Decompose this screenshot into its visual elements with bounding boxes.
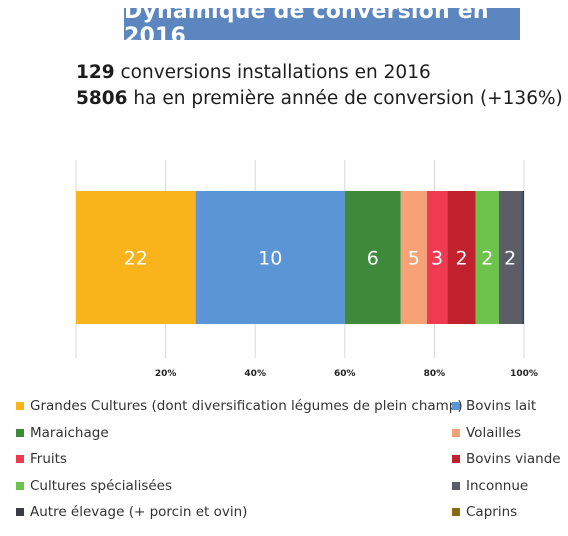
legend-label: Grandes Cultures (dont diversification l… <box>30 398 463 414</box>
legend-item: Maraichage <box>16 425 109 441</box>
bar-segment-8 <box>498 191 522 324</box>
segment-labels: 22 10 6 5 3 2 2 2 <box>124 248 516 270</box>
segment-label-3: 6 <box>367 248 379 270</box>
legend-label: Volailles <box>466 424 522 441</box>
bar-segment-4 <box>400 191 427 324</box>
bar-segment-3 <box>344 191 401 324</box>
bar-segment-9 <box>521 191 523 324</box>
legend-row: Cultures spécialisées Inconnue <box>10 478 558 505</box>
stacked-bar-chart: 22 10 6 5 3 2 2 2 20% 40% 60% 80% 100% <box>75 160 538 379</box>
legend-label: Cultures spécialisées <box>30 477 173 494</box>
subtitle-line-2: 5806 ha en première année de conversion … <box>76 86 563 112</box>
legend-item: Autre élevage (+ porcin et ovin) <box>16 504 247 520</box>
legend-row: Fruits Bovins viande <box>10 451 561 478</box>
legend-item: Caprins <box>452 504 517 520</box>
legend-label: Maraichage <box>30 424 109 441</box>
legend-item: Fruits <box>16 451 67 467</box>
hectares-count: 5806 <box>76 88 128 109</box>
segment-label-7: 2 <box>481 248 493 270</box>
legend-swatch <box>16 481 24 490</box>
conversions-count: 129 <box>76 62 115 83</box>
legend-swatch <box>16 402 24 410</box>
legend-swatch <box>452 508 460 517</box>
chart-title-text: Dynamique de conversion en 2016 <box>124 0 489 49</box>
segment-label-5: 3 <box>431 248 443 270</box>
legend-item: Cultures spécialisées <box>16 478 172 494</box>
legend-row: Autre élevage (+ porcin et ovin) Caprins <box>10 504 558 531</box>
legend-label: Inconnue <box>466 477 529 494</box>
bar-segments <box>76 191 524 324</box>
legend-swatch <box>452 455 460 464</box>
legend-item: Volailles <box>452 425 521 441</box>
legend-item: Bovins lait <box>452 398 536 414</box>
x-tick-label-100: 100% <box>510 369 538 379</box>
segment-label-6: 2 <box>455 248 467 270</box>
chart-legend: Grandes Cultures (dont diversification l… <box>10 398 561 531</box>
x-tick-label-80: 80% <box>424 369 446 379</box>
legend-label: Bovins lait <box>466 398 537 414</box>
legend-label: Bovins viande <box>466 451 561 468</box>
legend-item: Bovins viande <box>452 451 561 467</box>
bar-segment-6 <box>447 191 476 324</box>
bar-segment-10 <box>522 191 524 324</box>
legend-label: Caprins <box>466 504 518 521</box>
legend-swatch <box>16 428 24 437</box>
segment-label-4: 5 <box>408 248 420 270</box>
x-tick-label-40: 40% <box>244 369 266 379</box>
legend-swatch <box>452 428 460 437</box>
legend-item: Inconnue <box>452 478 528 494</box>
chart-title: Dynamique de conversion en 2016 <box>124 0 520 49</box>
x-axis-ticks: 20% 40% 60% 80% 100% <box>155 369 538 379</box>
legend-label: Autre élevage (+ porcin et ovin) <box>30 504 248 521</box>
bar-segment-1 <box>76 191 196 324</box>
hectares-text: ha en première année de conversion (+136… <box>133 88 563 109</box>
x-tick-label-60: 60% <box>334 369 356 379</box>
legend-swatch <box>16 455 24 464</box>
conversions-text: conversions installations en 2016 <box>120 62 431 83</box>
legend-swatch <box>16 508 24 517</box>
legend-swatch <box>452 402 460 410</box>
bar-segment-7 <box>475 191 499 324</box>
subtitle-line-1: 129 conversions installations en 2016 <box>76 60 563 86</box>
legend-row: Maraichage Volailles <box>10 425 558 452</box>
legend-label: Fruits <box>30 451 67 468</box>
segment-label-8: 2 <box>504 248 516 270</box>
x-tick-label-20: 20% <box>155 369 177 379</box>
legend-row: Grandes Cultures (dont diversification l… <box>10 398 558 425</box>
legend-swatch <box>452 481 460 490</box>
segment-label-1: 22 <box>124 248 148 270</box>
segment-label-2: 10 <box>258 248 282 270</box>
chart-subtitles: 129 conversions installations en 2016 58… <box>76 60 563 112</box>
bar-segment-2 <box>195 191 345 324</box>
legend-item: Grandes Cultures (dont diversification l… <box>16 398 463 414</box>
bar-segment-5 <box>426 191 448 324</box>
